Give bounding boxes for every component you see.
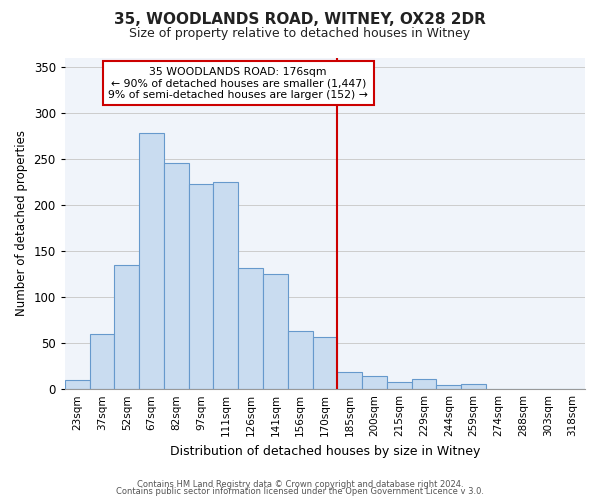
Text: Contains public sector information licensed under the Open Government Licence v : Contains public sector information licen… (116, 488, 484, 496)
Text: 35 WOODLANDS ROAD: 176sqm
← 90% of detached houses are smaller (1,447)
9% of sem: 35 WOODLANDS ROAD: 176sqm ← 90% of detac… (108, 66, 368, 100)
Bar (337, 372, 362, 389)
Bar (263, 274, 288, 389)
Bar (214, 182, 238, 389)
Bar (387, 382, 412, 389)
Bar (436, 386, 461, 389)
Y-axis label: Number of detached properties: Number of detached properties (15, 130, 28, 316)
Text: Size of property relative to detached houses in Witney: Size of property relative to detached ho… (130, 28, 470, 40)
Bar (188, 184, 214, 389)
Bar (238, 268, 263, 389)
Bar (362, 376, 387, 389)
Bar (164, 164, 188, 389)
Bar (288, 331, 313, 389)
Bar (115, 265, 139, 389)
Bar (139, 133, 164, 389)
Bar (412, 379, 436, 389)
X-axis label: Distribution of detached houses by size in Witney: Distribution of detached houses by size … (170, 444, 480, 458)
Bar (89, 334, 115, 389)
Bar (65, 380, 89, 389)
Bar (313, 336, 337, 389)
Text: Contains HM Land Registry data © Crown copyright and database right 2024.: Contains HM Land Registry data © Crown c… (137, 480, 463, 489)
Bar (461, 384, 486, 389)
Text: 35, WOODLANDS ROAD, WITNEY, OX28 2DR: 35, WOODLANDS ROAD, WITNEY, OX28 2DR (114, 12, 486, 28)
